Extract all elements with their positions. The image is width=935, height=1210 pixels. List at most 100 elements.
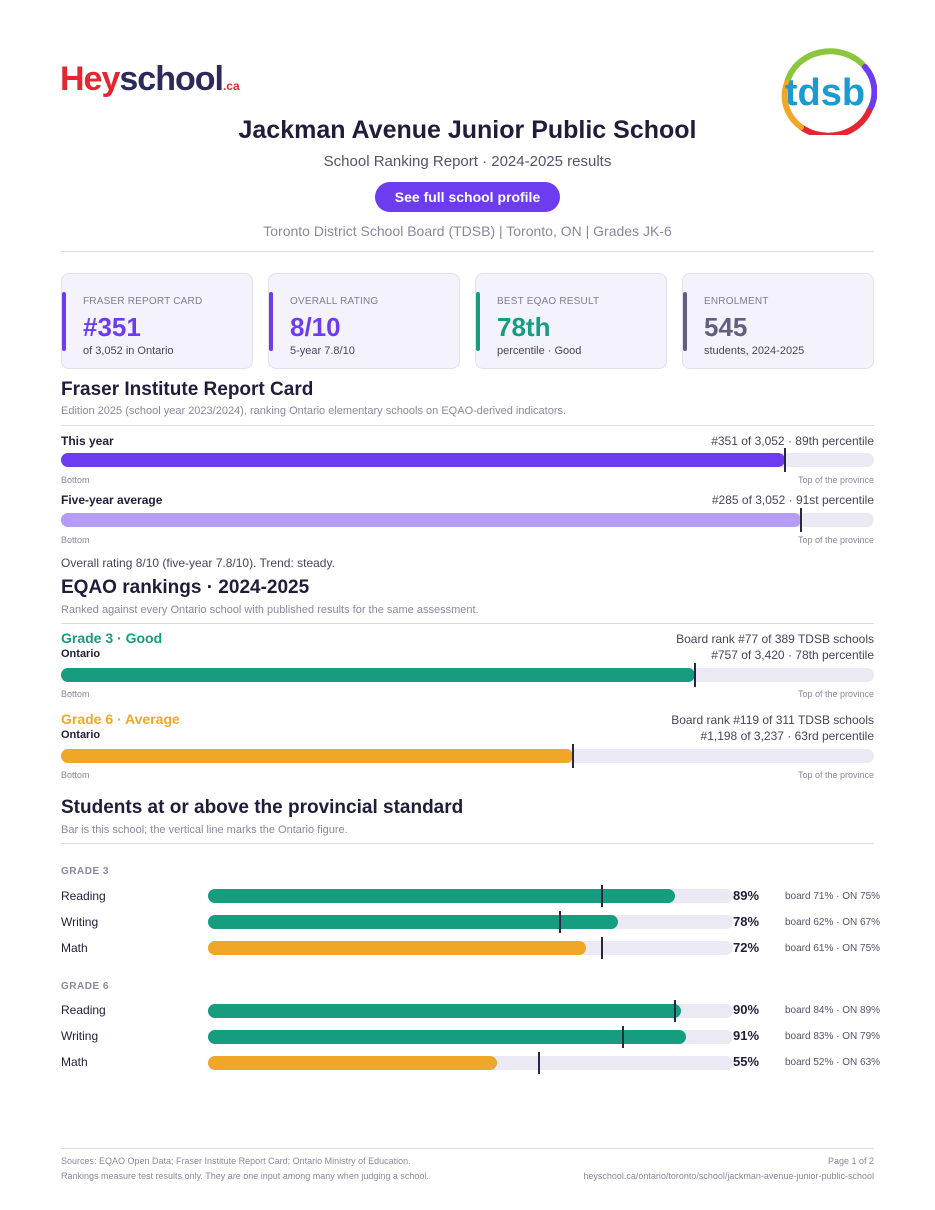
card-overall-rating: OVERALL RATING 8/10 5-year 7.8/10 xyxy=(268,273,460,369)
page-title: Jackman Avenue Junior Public School xyxy=(238,116,697,144)
ontario-marker xyxy=(621,1026,624,1048)
percentile-marker xyxy=(783,448,786,472)
card-fraser-report: FRASER REPORT CARD #351 of 3,052 in Onta… xyxy=(61,273,253,369)
grade-heading: GRADE 3 xyxy=(61,866,109,877)
card-label: FRASER REPORT CARD xyxy=(83,296,203,307)
logo-school-text: school xyxy=(119,60,224,98)
subject-compare: board 62% · ON 67% xyxy=(785,917,881,928)
subject-percent: 78% xyxy=(733,914,760,929)
axis-bottom-label: Bottom xyxy=(61,535,90,545)
card-value: 545 xyxy=(704,312,748,342)
subject-label: Writing xyxy=(61,1029,99,1043)
card-accent xyxy=(62,292,66,351)
see-full-profile-button[interactable]: See full school profile xyxy=(375,182,560,212)
subject-percent: 90% xyxy=(733,1002,760,1017)
subject-compare: board 84% · ON 89% xyxy=(785,1005,881,1016)
subject-bar xyxy=(208,937,733,959)
subject-percent: 55% xyxy=(733,1054,760,1069)
footer-right: Page 1 of 2 heyschool.ca/ontario/toronto… xyxy=(583,1154,874,1184)
fraser-summary: Overall rating 8/10 (five-year 7.8/10). … xyxy=(61,556,335,570)
subject-label: Reading xyxy=(61,1003,106,1017)
subject-percent: 89% xyxy=(733,888,760,903)
divider xyxy=(61,843,874,844)
subject-bar xyxy=(208,1026,733,1048)
fraser-row-label: Five-year average xyxy=(61,493,163,507)
footer-divider xyxy=(61,1148,874,1149)
school-fill xyxy=(208,1004,681,1018)
ontario-marker xyxy=(537,1052,540,1074)
page-subtitle: School Ranking Report · 2024-2025 result… xyxy=(323,153,612,170)
school-fill xyxy=(208,1056,497,1070)
subject-label: Math xyxy=(61,941,88,955)
grade-heading: GRADE 6 xyxy=(61,981,109,992)
school-fill xyxy=(208,941,586,955)
school-fill xyxy=(208,915,618,929)
card-accent xyxy=(683,292,687,351)
fraser-row-rank: #285 of 3,052 · 91st percentile xyxy=(711,493,874,507)
card-value: #351 xyxy=(83,312,141,342)
subject-label: Math xyxy=(61,1055,88,1069)
percentile-fill xyxy=(61,513,801,527)
logo-tld-text: .ca xyxy=(222,79,240,93)
axis-bottom-label: Bottom xyxy=(61,689,90,699)
eqao-grade3-track xyxy=(61,663,874,687)
axis-top-label: Top of the province xyxy=(797,770,874,780)
subject-compare: board 71% · ON 75% xyxy=(785,891,881,902)
axis-bottom-label: Bottom xyxy=(61,770,90,780)
tdsb-logo: tdsb xyxy=(773,47,878,140)
card-label: ENROLMENT xyxy=(704,296,769,307)
subject-bar xyxy=(208,1052,733,1074)
subject-label: Reading xyxy=(61,889,106,903)
percentile-marker xyxy=(572,744,575,768)
ontario-marker xyxy=(558,911,561,933)
card-label: OVERALL RATING xyxy=(290,296,379,307)
fraser-row-rank: #351 of 3,052 · 89th percentile xyxy=(711,434,874,448)
school-meta: Toronto District School Board (TDSB) | T… xyxy=(263,223,672,239)
ontario-marker xyxy=(600,885,603,907)
fraser-this-year-track xyxy=(61,448,874,472)
axis-top-label: Top of the province xyxy=(797,475,874,485)
eqao-grade6-track xyxy=(61,744,874,768)
card-enrolment: ENROLMENT 545 students, 2024-2025 xyxy=(682,273,874,369)
fraser-five-year-track xyxy=(61,508,874,532)
footer-sources: Sources: EQAO Open Data; Fraser Institut… xyxy=(61,1154,429,1184)
footer-disclaimer: Rankings measure test results only. They… xyxy=(61,1171,429,1181)
eqao-heading: EQAO rankings · 2024-2025 xyxy=(61,577,310,598)
subject-bar xyxy=(208,1000,733,1022)
fraser-heading: Fraser Institute Report Card xyxy=(61,379,314,400)
card-accent xyxy=(476,292,480,351)
subject-compare: board 52% · ON 63% xyxy=(785,1057,881,1068)
card-best-eqao: BEST EQAO RESULT 78th percentile · Good xyxy=(475,273,667,369)
logo-hey-text: Hey xyxy=(60,60,120,98)
subject-compare: board 61% · ON 75% xyxy=(785,943,881,954)
heyschool-logo[interactable]: Heyschool.ca xyxy=(60,60,240,99)
subject-bar xyxy=(208,885,733,907)
eqao-provincial-rank: #1,198 of 3,237 · 63rd percentile xyxy=(700,729,874,743)
ontario-marker xyxy=(600,937,603,959)
ontario-marker xyxy=(674,1000,677,1022)
page-number: Page 1 of 2 xyxy=(827,1156,874,1166)
subject-percent: 91% xyxy=(733,1028,760,1043)
standards-heading: Students at or above the provincial stan… xyxy=(61,797,464,818)
subject-bar xyxy=(208,911,733,933)
eqao-board-rank: Board rank #77 of 389 TDSB schools xyxy=(676,632,874,646)
school-url[interactable]: heyschool.ca/ontario/toronto/school/jack… xyxy=(583,1171,874,1181)
card-value: 78th xyxy=(497,312,551,342)
card-value: 8/10 xyxy=(290,312,341,342)
percentile-fill xyxy=(61,668,696,682)
eqao-grade-label: Grade 3 · Good xyxy=(61,630,163,646)
standards-description: Bar is this school; the vertical line ma… xyxy=(61,824,348,836)
eqao-grade-label: Grade 6 · Average xyxy=(61,711,180,727)
card-note: of 3,052 in Ontario xyxy=(83,345,174,357)
axis-bottom-label: Bottom xyxy=(61,475,90,485)
card-label: BEST EQAO RESULT xyxy=(497,296,600,307)
axis-top-label: Top of the province xyxy=(797,689,874,699)
eqao-board-rank: Board rank #119 of 311 TDSB schools xyxy=(671,713,874,727)
subject-label: Writing xyxy=(61,915,99,929)
card-note: 5-year 7.8/10 xyxy=(290,345,355,357)
card-note: students, 2024-2025 xyxy=(704,345,805,357)
school-fill xyxy=(208,1030,686,1044)
percentile-fill xyxy=(61,749,574,763)
axis-top-label: Top of the province xyxy=(797,535,874,545)
subject-percent: 72% xyxy=(733,940,760,955)
